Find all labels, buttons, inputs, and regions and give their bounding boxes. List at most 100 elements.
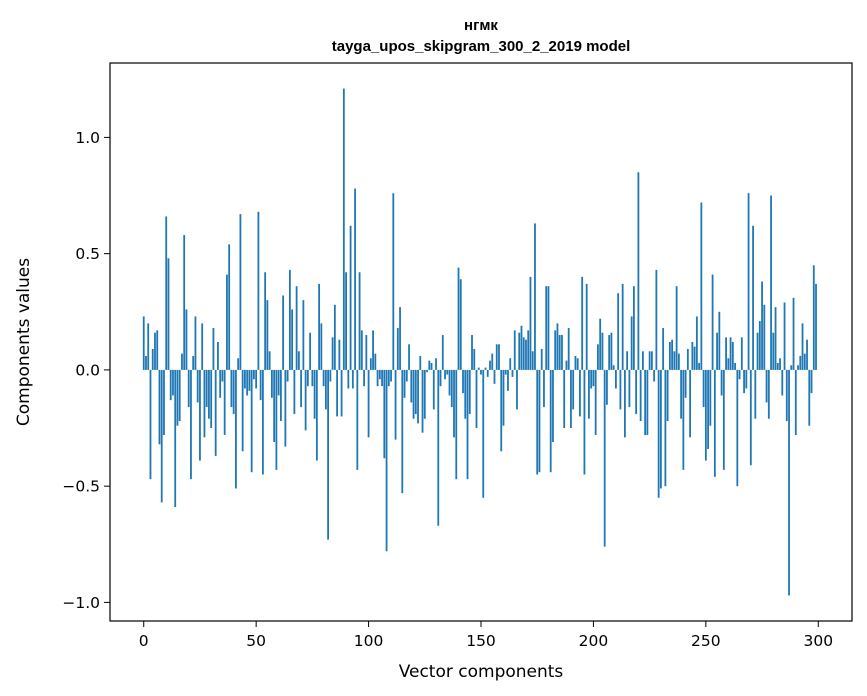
bar xyxy=(414,369,417,415)
bar xyxy=(783,302,786,370)
bar xyxy=(201,323,204,370)
bar xyxy=(590,369,593,389)
bar xyxy=(763,304,766,370)
bar xyxy=(417,369,419,424)
bar xyxy=(403,369,406,398)
bar xyxy=(700,202,703,370)
bar xyxy=(336,369,338,417)
bar xyxy=(329,369,332,382)
bar xyxy=(644,369,647,435)
bar xyxy=(621,283,624,370)
bar xyxy=(462,369,464,394)
bar xyxy=(650,351,653,370)
bar xyxy=(770,195,772,370)
bar xyxy=(185,309,188,370)
bar xyxy=(635,369,638,415)
bar xyxy=(662,328,665,370)
bar xyxy=(241,369,244,452)
bar xyxy=(695,316,698,370)
bar xyxy=(480,369,482,375)
bar xyxy=(354,188,356,370)
bar xyxy=(248,369,251,391)
bar xyxy=(192,355,195,370)
bar xyxy=(473,348,476,370)
bar xyxy=(633,286,635,370)
bar xyxy=(237,358,240,370)
bar xyxy=(399,307,401,370)
bar xyxy=(464,369,467,419)
bar xyxy=(369,358,372,370)
bar xyxy=(619,369,622,410)
bar xyxy=(455,369,458,480)
bar xyxy=(441,335,444,370)
bar xyxy=(639,369,642,422)
bar xyxy=(300,369,303,408)
bar xyxy=(734,362,736,370)
bar xyxy=(608,335,611,370)
chart-title: нгмк xyxy=(464,17,498,34)
bar xyxy=(716,332,718,370)
bar xyxy=(540,348,543,370)
bar xyxy=(758,321,761,370)
bar xyxy=(610,332,613,370)
bar xyxy=(680,369,683,419)
bar xyxy=(666,369,669,422)
bar xyxy=(322,369,325,387)
bar xyxy=(767,369,770,419)
bar xyxy=(372,330,374,370)
bar xyxy=(349,225,352,370)
bar xyxy=(226,274,228,370)
bar xyxy=(297,351,300,370)
bar xyxy=(419,355,422,370)
bar xyxy=(196,369,199,403)
bar xyxy=(284,369,287,447)
bar xyxy=(423,369,426,419)
bar xyxy=(599,318,602,370)
bar xyxy=(210,369,213,429)
bar xyxy=(704,369,707,461)
bar xyxy=(277,369,280,396)
bar xyxy=(779,358,781,370)
bar xyxy=(495,344,498,370)
bar xyxy=(702,369,705,408)
bar xyxy=(772,332,775,370)
bar xyxy=(673,351,676,370)
y-tick-label: 1.0 xyxy=(75,129,100,147)
bar xyxy=(745,369,748,389)
bar xyxy=(484,367,487,370)
bar xyxy=(626,351,629,370)
bar xyxy=(498,344,500,370)
bar xyxy=(579,369,581,417)
bar xyxy=(264,272,267,370)
bar xyxy=(601,332,604,370)
bar xyxy=(342,88,345,370)
bar xyxy=(808,369,811,426)
bar xyxy=(291,309,294,370)
bar xyxy=(810,369,813,394)
y-axis-label: Components values xyxy=(14,258,34,426)
y-tick-label: 0.5 xyxy=(75,245,100,263)
bar xyxy=(221,369,224,382)
bars-group xyxy=(142,88,817,596)
bar xyxy=(531,351,534,370)
bar xyxy=(806,339,808,370)
bar xyxy=(718,311,721,370)
bar xyxy=(327,369,329,540)
bar xyxy=(511,369,514,377)
bar xyxy=(518,332,521,370)
bar xyxy=(637,172,640,370)
bar xyxy=(615,369,617,389)
bar xyxy=(262,369,264,475)
bar xyxy=(387,369,390,387)
bar xyxy=(176,369,179,426)
bar xyxy=(408,344,410,370)
bar xyxy=(163,369,165,435)
bar xyxy=(657,369,660,498)
bar xyxy=(812,265,815,370)
x-tick-label: 250 xyxy=(691,632,721,650)
bar xyxy=(396,328,399,370)
bar xyxy=(668,342,671,370)
plot-frame xyxy=(109,62,853,622)
y-axis-ticks: −1.0 −0.5 0.0 0.5 1.0 xyxy=(62,129,110,612)
